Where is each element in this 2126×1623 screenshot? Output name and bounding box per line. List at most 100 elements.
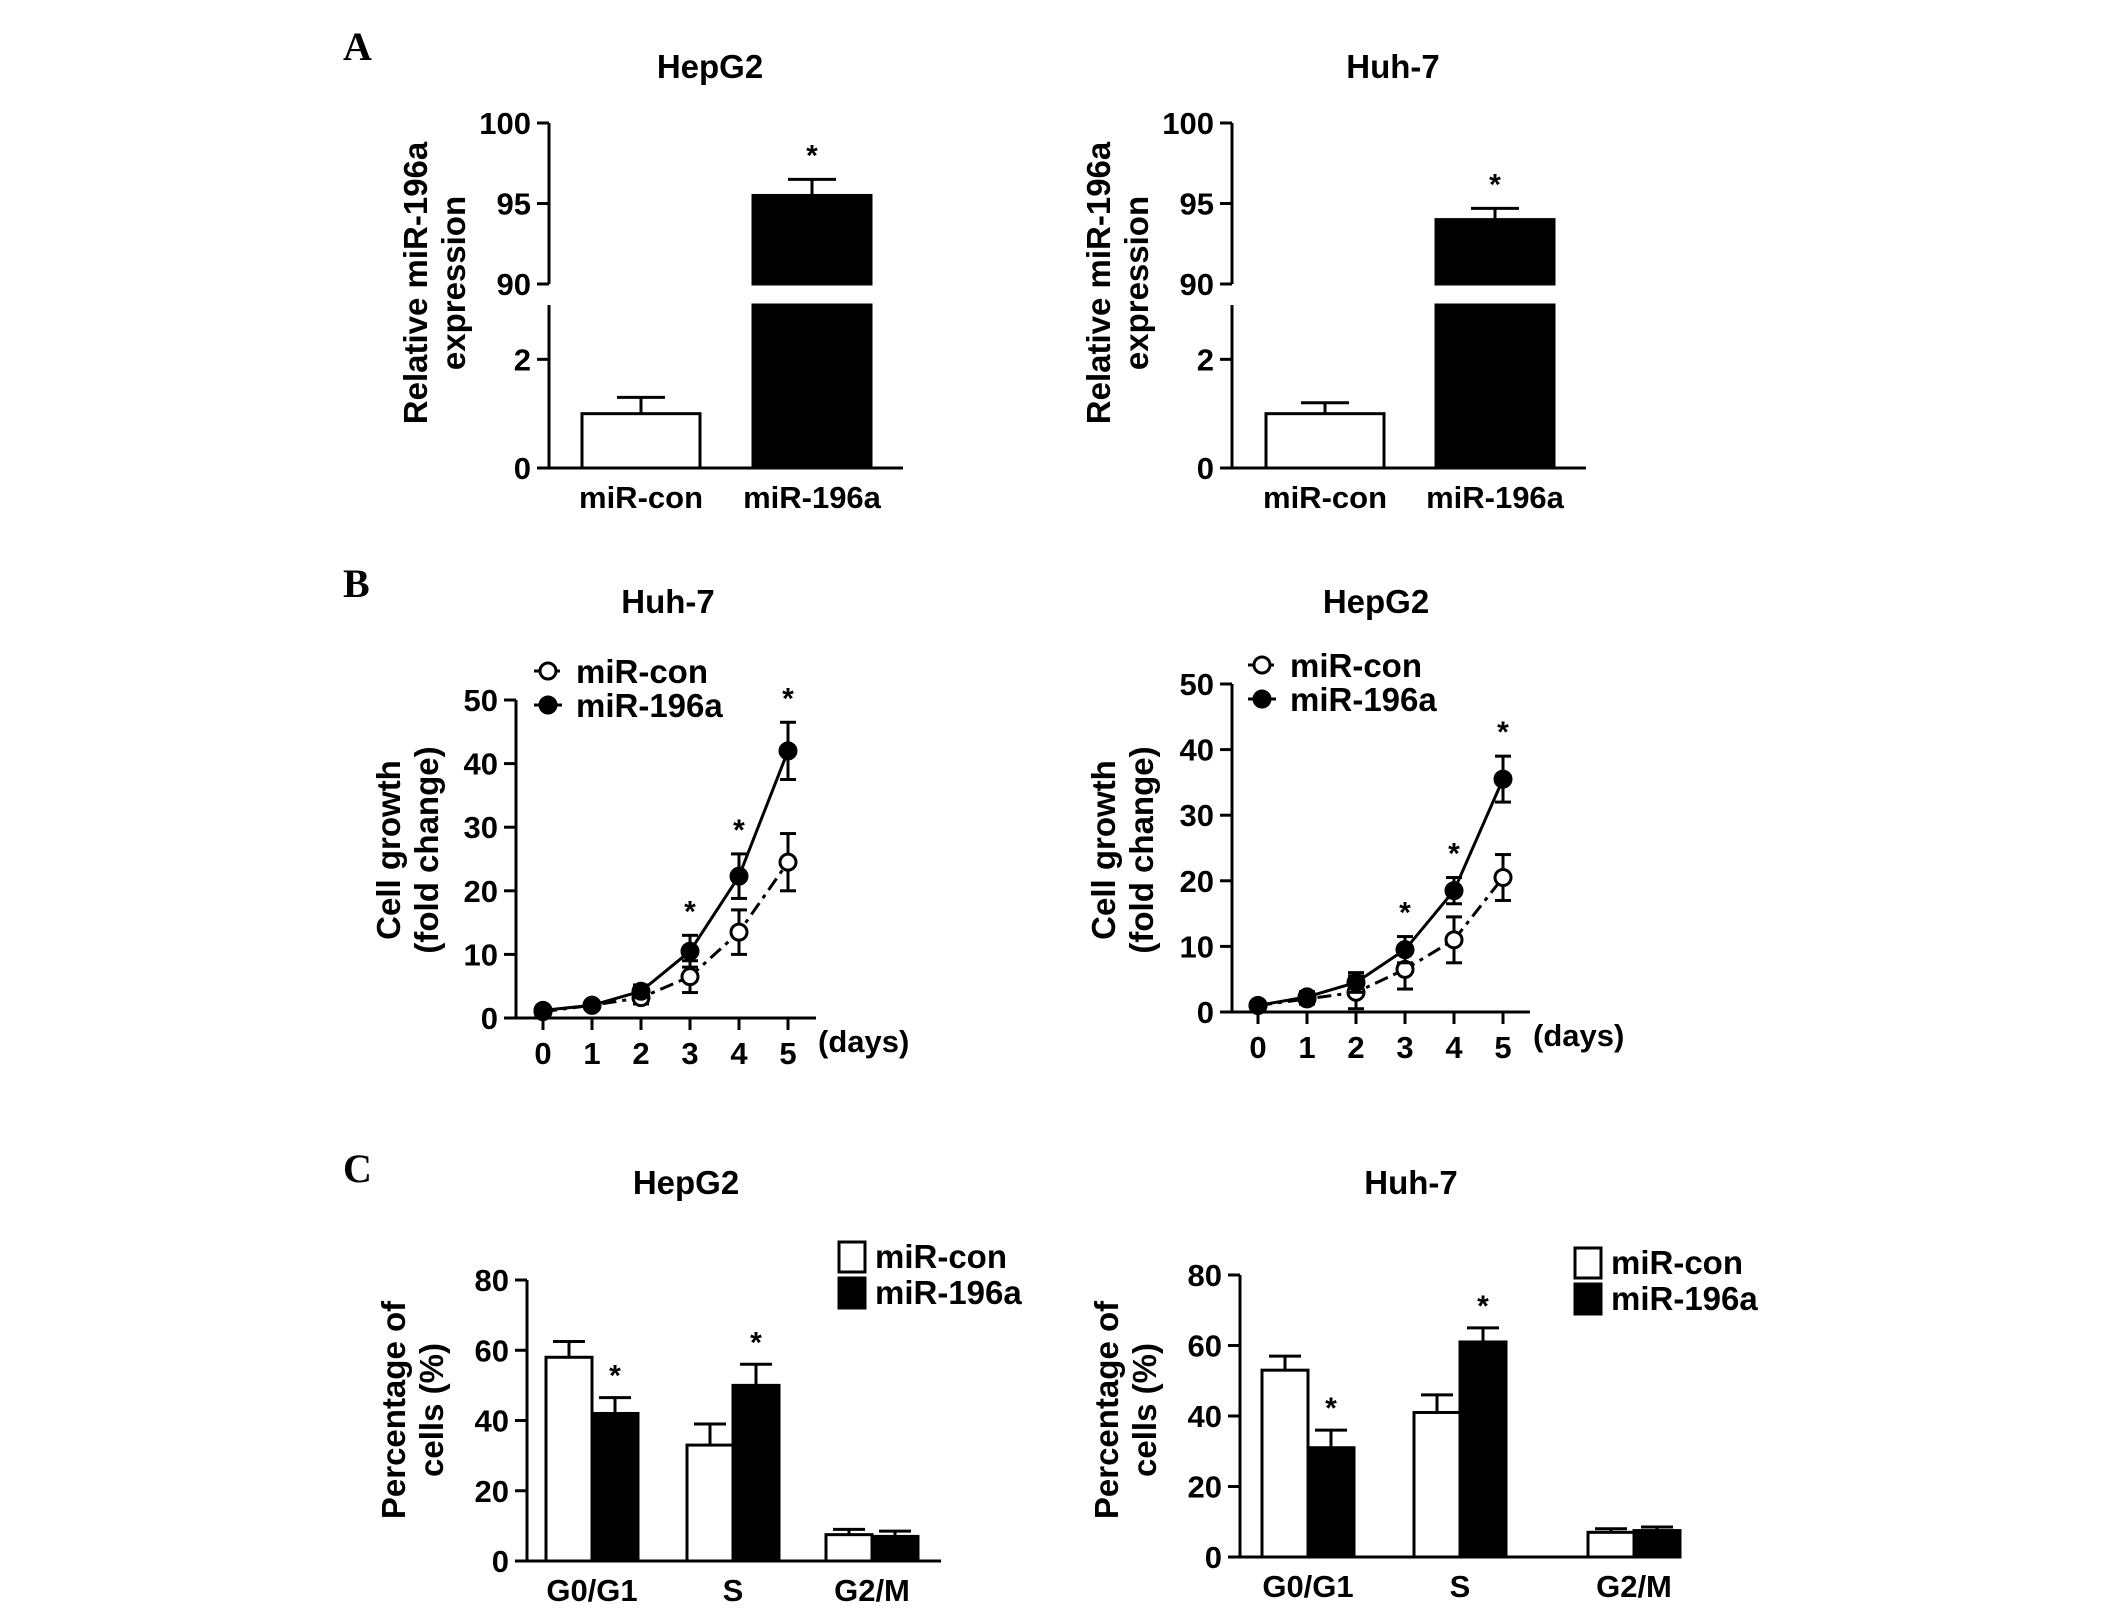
point-miR-196a (1444, 881, 1464, 901)
y-tick-label: 2 (1197, 342, 1214, 377)
y-tick-label: 40 (464, 747, 498, 782)
significance-star: * (684, 895, 696, 928)
legend-label: miR-196a (1611, 1280, 1758, 1317)
legend-label: miR-con (875, 1238, 1007, 1275)
bar-miR-con-G2/M (824, 1533, 874, 1563)
legend-label: miR-con (1290, 647, 1422, 684)
significance-star: * (1325, 1392, 1337, 1425)
point-miR-con (680, 967, 700, 987)
y-tick-label: 30 (1180, 798, 1214, 833)
point-miR-196a (533, 1000, 553, 1020)
point-miR-196a (1346, 972, 1366, 992)
bar-miR-196a-upper (1434, 218, 1556, 286)
legend-swatch (1573, 1246, 1603, 1280)
chart-hepg2-expression: HepG2 Relative miR-196aexpression 0 2 90 95 10… (397, 48, 903, 515)
bar-miR-con-S (1412, 1410, 1462, 1559)
y-tick-label: 20 (464, 874, 498, 909)
bar-miR-196a-G0/G1 (590, 1411, 640, 1563)
y-tick-label: 50 (1180, 667, 1214, 702)
bar-miR-196a-G2/M (1632, 1529, 1682, 1559)
chart-hepg2-cell-cycle: HepG2 Percentage ofcells (%) 0 20 40 60 80 * G0/… (375, 1164, 1022, 1608)
x-axis-label: (days) (818, 1024, 909, 1059)
y-tick-label: 0 (1197, 451, 1214, 486)
panel-letter-b: B (343, 561, 370, 606)
significance-star: * (1477, 1290, 1489, 1323)
x-category-label: G0/G1 (1262, 1569, 1353, 1604)
x-category-label: miR-con (1263, 480, 1387, 515)
point-miR-con (729, 922, 749, 942)
bar-miR-196a-lower (751, 303, 873, 470)
y-axis-label: Cell growth(fold change) (1085, 746, 1160, 953)
y-tick-label: 0 (1205, 1540, 1222, 1575)
panel-letter-c: C (343, 1146, 372, 1191)
x-tick-label: 1 (1298, 1030, 1315, 1065)
bar-miR-con-S (685, 1443, 735, 1563)
legend-swatch (837, 1240, 867, 1274)
bar-miR-con-G2/M (1586, 1530, 1636, 1559)
point-miR-196a (729, 866, 749, 886)
x-category-label: miR-con (579, 480, 703, 515)
legend-swatch (837, 1276, 867, 1310)
x-tick-label: 2 (1347, 1030, 1364, 1065)
x-tick-label: 4 (1445, 1030, 1463, 1065)
legend-label: miR-con (1611, 1244, 1743, 1281)
x-category-label: G2/M (1596, 1569, 1672, 1604)
x-category-label: miR-196a (743, 480, 882, 515)
x-tick-label: 0 (534, 1036, 551, 1071)
chart-title: HepG2 (633, 1164, 739, 1201)
chart-title: Huh-7 (1346, 48, 1440, 85)
bar-miR-196a-upper (751, 193, 873, 286)
point-miR-196a (778, 741, 798, 761)
bar-miR-196a-S (731, 1383, 781, 1563)
y-tick-label: 0 (492, 1544, 509, 1579)
y-tick-label: 95 (1180, 187, 1214, 222)
bar-miR-196a-G0/G1 (1306, 1446, 1356, 1559)
legend-marker (1252, 655, 1272, 675)
x-category-label: miR-196a (1426, 480, 1565, 515)
point-miR-196a (680, 941, 700, 961)
y-tick-label: 90 (497, 267, 531, 302)
significance-star: * (1399, 897, 1411, 930)
x-tick-label: 0 (1249, 1030, 1266, 1065)
x-category-label: S (1450, 1569, 1471, 1604)
x-category-label: S (723, 1573, 744, 1608)
y-tick-label: 20 (1180, 864, 1214, 899)
point-miR-196a (1297, 987, 1317, 1007)
x-category-label: G2/M (834, 1573, 910, 1608)
y-tick-label: 0 (1197, 995, 1214, 1030)
significance-star: * (1497, 716, 1509, 749)
x-tick-label: 3 (1396, 1030, 1413, 1065)
significance-star: * (733, 814, 745, 847)
series-line-miR-con (1257, 876, 1505, 1007)
y-tick-label: 30 (464, 810, 498, 845)
series-line-miR-con (542, 861, 790, 1014)
y-axis-label: Relative miR-196aexpression (1080, 141, 1155, 424)
x-tick-label: 5 (779, 1036, 796, 1071)
series-line-miR-196a (1257, 778, 1505, 1007)
significance-star: * (782, 682, 794, 715)
y-tick-label: 10 (1180, 929, 1214, 964)
chart-title: Huh-7 (1364, 1164, 1458, 1201)
significance-star: * (609, 1360, 621, 1393)
x-tick-label: 3 (681, 1036, 698, 1071)
y-tick-label: 90 (1180, 267, 1214, 302)
x-category-label: G0/G1 (546, 1573, 637, 1608)
y-tick-label: 100 (1162, 106, 1214, 141)
bar-miR-con-G0/G1 (1260, 1368, 1310, 1559)
series-line-miR-196a (542, 750, 790, 1012)
legend-marker (538, 695, 558, 715)
point-miR-196a (582, 995, 602, 1015)
legend-label: miR-196a (1290, 681, 1437, 718)
chart-huh7-expression: Huh-7 Relative miR-196aexpression 0 2 90 95 10… (1080, 48, 1586, 515)
y-tick-label: 0 (514, 451, 531, 486)
y-tick-label: 60 (1188, 1329, 1222, 1364)
y-tick-label: 40 (1180, 733, 1214, 768)
legend-marker (1252, 689, 1272, 709)
point-miR-196a (631, 981, 651, 1001)
point-miR-con (778, 852, 798, 872)
point-miR-196a (1493, 769, 1513, 789)
significance-star: * (1448, 838, 1460, 871)
chart-title: HepG2 (1323, 583, 1429, 620)
x-tick-label: 4 (730, 1036, 748, 1071)
